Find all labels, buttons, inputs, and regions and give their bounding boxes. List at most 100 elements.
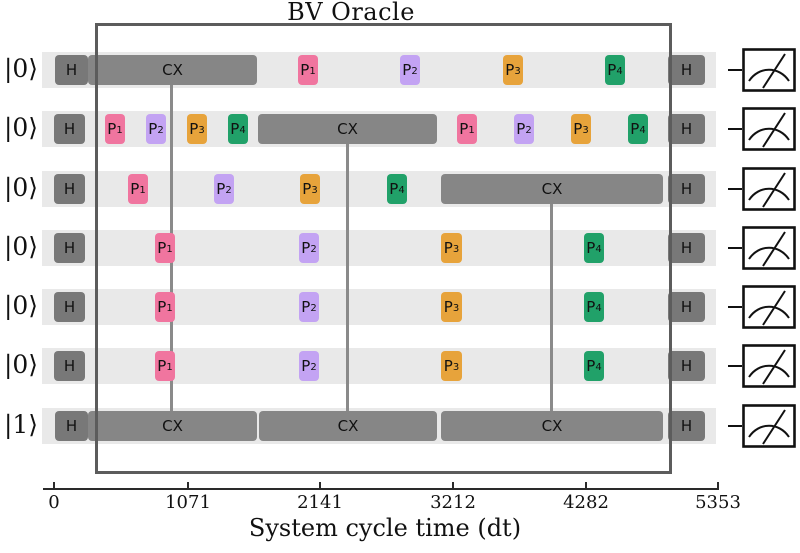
gate-label-subscript: 3	[198, 125, 205, 136]
gate-label: P	[216, 180, 226, 198]
gate-label-subscript: 3	[452, 303, 460, 314]
gate-label-subscript: 4	[595, 244, 602, 255]
gate-label: H	[65, 61, 78, 79]
cx-control-line	[549, 189, 553, 426]
gate-label-subscript: 4	[239, 125, 246, 136]
gate-h: H	[668, 114, 705, 144]
gate-h: H	[54, 351, 85, 381]
gate-label: CX	[337, 120, 358, 138]
measurement-meter-icon	[742, 344, 796, 392]
gate-label-subscript: 3	[582, 125, 589, 136]
axis-title: System cycle time (dt)	[248, 514, 522, 542]
qubit-label: |0⟩	[3, 232, 39, 261]
measurement-meter-icon	[742, 167, 796, 215]
measurement-meter-icon	[742, 226, 796, 274]
gate-label: P	[402, 61, 412, 79]
gate-label: P	[586, 298, 596, 316]
gate-label: P	[443, 239, 453, 257]
gate-label: P	[443, 298, 453, 316]
gate-h: H	[668, 174, 705, 204]
cx-control-line	[345, 129, 349, 426]
gate-label: H	[63, 239, 76, 257]
gate-label: CX	[541, 180, 563, 198]
gate-label-subscript: 2	[525, 125, 532, 136]
qubit-label: |1⟩	[3, 410, 39, 439]
gate-label-subscript: 2	[310, 362, 317, 373]
gate-label: H	[680, 61, 693, 79]
gate-label-subscript: 1	[468, 125, 475, 136]
gate-label: H	[63, 357, 76, 375]
gate-label: P	[301, 239, 311, 257]
gate-label: H	[680, 120, 693, 138]
gate-label: H	[680, 298, 693, 316]
meter-lead-line	[728, 128, 742, 130]
gate-label-subscript: 4	[595, 362, 602, 373]
gate-label-subscript: 2	[157, 125, 164, 136]
axis-tick-label: 1071	[165, 492, 211, 513]
gate-label-subscript: 3	[311, 185, 318, 196]
axis-tick-label: 5353	[695, 492, 741, 513]
gate-label-subscript: 2	[411, 66, 418, 77]
meter-lead-line	[728, 306, 742, 308]
gate-label-subscript: 4	[639, 125, 646, 136]
gate-label-subscript: 1	[166, 303, 173, 314]
gate-label: H	[680, 239, 693, 257]
axis-tick	[717, 482, 719, 488]
gate-label: H	[680, 180, 693, 198]
meter-lead-line	[728, 69, 742, 71]
gate-label: CX	[162, 61, 183, 79]
figure-title: BV Oracle	[287, 0, 415, 26]
measurement-meter-icon	[742, 48, 796, 96]
axis-line	[43, 488, 719, 490]
gate-label: P	[157, 298, 167, 316]
gate-label: P	[607, 61, 617, 79]
gate-label-subscript: 1	[116, 125, 123, 136]
gate-label: P	[516, 120, 526, 138]
gate-label: H	[63, 120, 76, 138]
gate-h: H	[54, 174, 85, 204]
gate-label-subscript: 4	[595, 303, 602, 314]
axis-tick-label: 0	[48, 492, 60, 513]
gate-label: P	[157, 239, 167, 257]
qubit-label: |0⟩	[3, 54, 39, 83]
gate-label: P	[586, 239, 596, 257]
gate-label: P	[302, 180, 312, 198]
gate-label-subscript: 4	[616, 66, 623, 77]
gate-h: H	[54, 292, 85, 322]
gate-label-subscript: 2	[310, 244, 317, 255]
gate-label: P	[586, 357, 596, 375]
axis-tick	[319, 482, 321, 488]
gate-h: H	[54, 233, 85, 263]
gate-label: P	[505, 61, 515, 79]
meter-lead-line	[728, 365, 742, 367]
gate-cx: CX	[441, 411, 663, 441]
qubit-label: |0⟩	[3, 173, 39, 202]
gate-h: H	[54, 114, 85, 144]
axis-tick	[585, 482, 587, 488]
qubit-timeline-track	[42, 230, 716, 266]
gate-label: P	[459, 120, 469, 138]
gate-label: P	[148, 120, 158, 138]
gate-label: P	[107, 120, 117, 138]
gate-h: H	[668, 292, 705, 322]
gate-label-subscript: 2	[310, 303, 317, 314]
measurement-meter-icon	[742, 107, 796, 155]
qubit-label: |0⟩	[3, 350, 39, 379]
gate-cx: CX	[259, 411, 437, 441]
gate-label-subscript: 4	[398, 185, 405, 196]
